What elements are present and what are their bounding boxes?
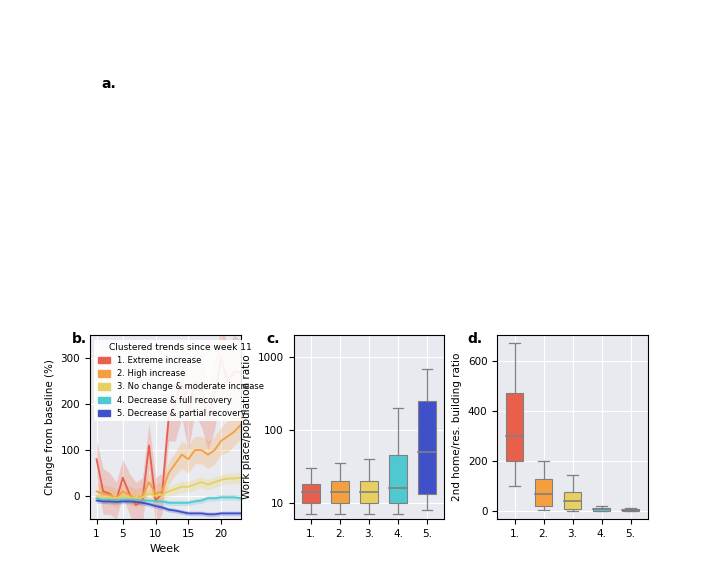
Text: a.: a.: [101, 78, 116, 92]
Y-axis label: 2nd home/res. building ratio: 2nd home/res. building ratio: [452, 353, 462, 501]
FancyBboxPatch shape: [564, 493, 581, 509]
FancyBboxPatch shape: [418, 401, 436, 494]
Text: c.: c.: [266, 332, 280, 346]
FancyBboxPatch shape: [622, 509, 639, 511]
Y-axis label: Work place/population ratio: Work place/population ratio: [242, 355, 252, 500]
Legend: 1. Extreme increase, 2. High increase, 3. No change & moderate increase, 4. Decr: 1. Extreme increase, 2. High increase, 3…: [94, 339, 267, 421]
FancyBboxPatch shape: [360, 481, 378, 503]
Y-axis label: Change from baseline (%): Change from baseline (%): [45, 359, 55, 495]
FancyBboxPatch shape: [331, 481, 348, 503]
Text: b.: b.: [72, 332, 87, 346]
FancyBboxPatch shape: [302, 484, 320, 503]
FancyBboxPatch shape: [593, 508, 611, 511]
FancyBboxPatch shape: [535, 479, 552, 506]
Text: d.: d.: [467, 332, 482, 346]
X-axis label: Week: Week: [150, 544, 181, 554]
FancyBboxPatch shape: [390, 455, 407, 503]
FancyBboxPatch shape: [506, 393, 523, 461]
